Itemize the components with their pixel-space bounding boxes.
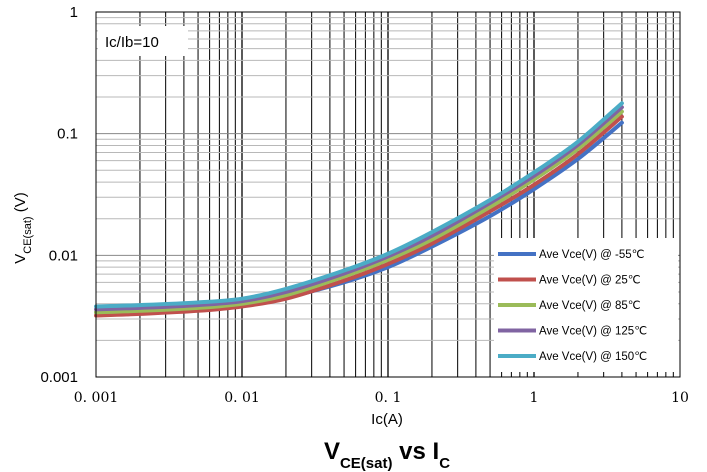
y-axis-label-main: V xyxy=(12,254,29,264)
chart-title-main: V xyxy=(324,438,340,465)
series-line-2 xyxy=(94,114,624,318)
chart-title-sub: CE(sat) xyxy=(340,455,393,472)
y-tick-label: 0.1 xyxy=(57,126,78,143)
x-tick-label: 0. 1 xyxy=(375,390,402,406)
chart-title-sub2: C xyxy=(439,455,450,472)
y-axis-label-sub: CE(sat) xyxy=(22,216,34,253)
y-tick-label: 0.01 xyxy=(49,247,78,264)
series-line-4 xyxy=(94,105,624,312)
x-tick-label: 1 xyxy=(530,390,539,406)
x-tick-label: 0. 001 xyxy=(74,390,119,406)
plot-area-frame xyxy=(95,11,681,378)
annotation-box xyxy=(98,26,188,56)
y-tick-label: 0.001 xyxy=(40,369,78,386)
legend-label-3: Ave Vce(V) @ 85℃ xyxy=(539,300,641,312)
legend-label-5: Ave Vce(V) @ 150℃ xyxy=(539,351,647,363)
chart-title: VCE(sat) vs IC xyxy=(324,438,450,472)
y-tick-label: 1 xyxy=(70,4,78,21)
x-axis-label: Ic(A) xyxy=(371,411,403,428)
series-layer xyxy=(94,101,624,318)
legend-label-1: Ave Vce(V) @ -55℃ xyxy=(539,249,645,261)
legend: Ave Vce(V) @ -55℃ Ave Vce(V) @ 25℃ Ave Vce… xyxy=(494,238,678,372)
x-tick-label: 0. 01 xyxy=(224,390,260,406)
annotation-label: Ic/Ib=10 xyxy=(105,34,159,51)
x-tick-label: 10 xyxy=(671,390,689,406)
y-axis-label: VCE(sat) (V) xyxy=(12,192,34,263)
chart-title-mid: vs I xyxy=(392,438,439,465)
legend-label-2: Ave Vce(V) @ 25℃ xyxy=(539,275,641,287)
series-line-3 xyxy=(94,109,624,315)
legend-label-4: Ave Vce(V) @ 125℃ xyxy=(539,326,647,338)
series-line-5 xyxy=(94,101,624,309)
y-axis-label-suffix: (V) xyxy=(12,192,29,216)
tick-labels: 0. 001 0. 01 0. 1 1 10 0.001 0.01 0.1 1 xyxy=(40,4,688,406)
